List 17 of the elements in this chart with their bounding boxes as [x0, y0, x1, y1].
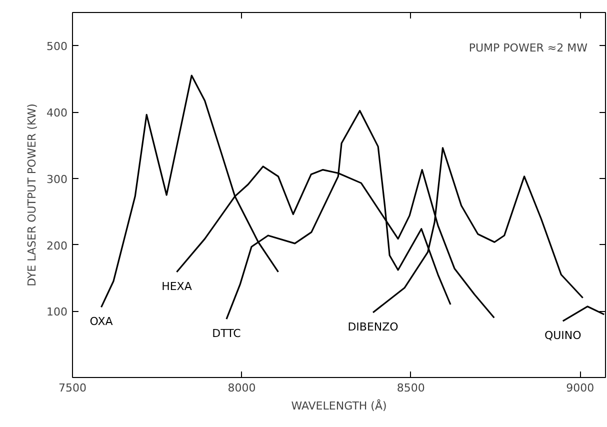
series-label: HEXA [162, 280, 192, 293]
x-tick-label: 8500 [396, 382, 425, 394]
series-label: OXA [90, 315, 114, 328]
x-axis-title: WAVELENGTH (Å) [291, 398, 387, 412]
y-tick-label: 200 [46, 239, 68, 252]
annotation: PUMP POWER ≈2 MW [468, 42, 588, 54]
y-axis-title: DYE LASER OUTPUT POWER (KW) [26, 104, 39, 286]
series-label: DIBENZO [348, 320, 399, 334]
y-tick-label: 300 [46, 172, 68, 186]
x-tick-label: 9000 [566, 382, 594, 394]
y-tick-label: 400 [46, 106, 68, 120]
x-tick-label: 7500 [58, 382, 87, 394]
x-tick-label: 8000 [228, 382, 256, 394]
y-tick-label: 100 [46, 306, 68, 319]
series-label: QUINO [544, 329, 582, 342]
y-tick-label: 500 [46, 40, 68, 54]
series-label: DTTC [212, 327, 242, 340]
